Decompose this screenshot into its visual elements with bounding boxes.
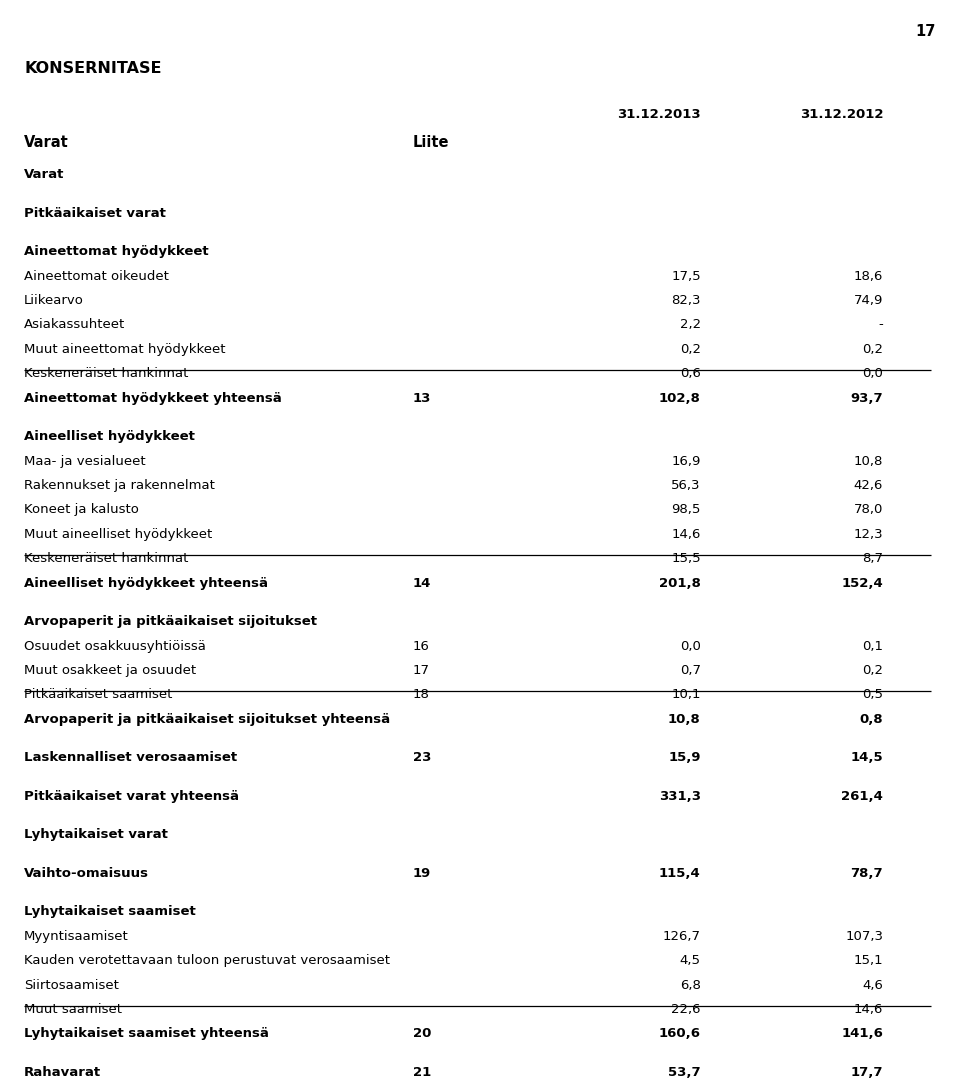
Text: 8,7: 8,7 bbox=[862, 552, 883, 565]
Text: 115,4: 115,4 bbox=[660, 867, 701, 880]
Text: Vaihto-omaisuus: Vaihto-omaisuus bbox=[24, 867, 149, 880]
Text: 10,8: 10,8 bbox=[853, 455, 883, 468]
Text: 18: 18 bbox=[413, 688, 430, 701]
Text: Keskeneräiset hankinnat: Keskeneräiset hankinnat bbox=[24, 367, 188, 380]
Text: 98,5: 98,5 bbox=[671, 503, 701, 516]
Text: 18,6: 18,6 bbox=[853, 269, 883, 282]
Text: 14,6: 14,6 bbox=[671, 527, 701, 540]
Text: 152,4: 152,4 bbox=[842, 576, 883, 589]
Text: Kauden verotettavaan tuloon perustuvat verosaamiset: Kauden verotettavaan tuloon perustuvat v… bbox=[24, 954, 390, 967]
Text: 160,6: 160,6 bbox=[659, 1027, 701, 1041]
Text: Liikearvo: Liikearvo bbox=[24, 294, 84, 307]
Text: Myyntisaamiset: Myyntisaamiset bbox=[24, 930, 129, 943]
Text: 17: 17 bbox=[413, 664, 430, 677]
Text: Muut saamiset: Muut saamiset bbox=[24, 1003, 122, 1016]
Text: 6,8: 6,8 bbox=[680, 979, 701, 992]
Text: 2,2: 2,2 bbox=[680, 318, 701, 331]
Text: Laskennalliset verosaamiset: Laskennalliset verosaamiset bbox=[24, 751, 237, 764]
Text: Maa- ja vesialueet: Maa- ja vesialueet bbox=[24, 455, 146, 468]
Text: Keskeneräiset hankinnat: Keskeneräiset hankinnat bbox=[24, 552, 188, 565]
Text: 126,7: 126,7 bbox=[662, 930, 701, 943]
Text: 17: 17 bbox=[916, 24, 936, 39]
Text: 13: 13 bbox=[413, 392, 431, 405]
Text: Asiakassuhteet: Asiakassuhteet bbox=[24, 318, 125, 331]
Text: 14: 14 bbox=[413, 576, 431, 589]
Text: 19: 19 bbox=[413, 867, 431, 880]
Text: 17,7: 17,7 bbox=[851, 1065, 883, 1078]
Text: 15,9: 15,9 bbox=[668, 751, 701, 764]
Text: 107,3: 107,3 bbox=[845, 930, 883, 943]
Text: 16,9: 16,9 bbox=[671, 455, 701, 468]
Text: 0,2: 0,2 bbox=[862, 664, 883, 677]
Text: Arvopaperit ja pitkäaikaiset sijoitukset: Arvopaperit ja pitkäaikaiset sijoitukset bbox=[24, 615, 317, 628]
Text: 15,5: 15,5 bbox=[671, 552, 701, 565]
Text: Koneet ja kalusto: Koneet ja kalusto bbox=[24, 503, 139, 516]
Text: 14,6: 14,6 bbox=[853, 1003, 883, 1016]
Text: Aineettomat hyödykkeet yhteensä: Aineettomat hyödykkeet yhteensä bbox=[24, 392, 281, 405]
Text: 0,5: 0,5 bbox=[862, 688, 883, 701]
Text: 21: 21 bbox=[413, 1065, 431, 1078]
Text: 42,6: 42,6 bbox=[853, 478, 883, 492]
Text: Varat: Varat bbox=[24, 168, 64, 181]
Text: Liite: Liite bbox=[413, 135, 449, 150]
Text: Varat: Varat bbox=[24, 135, 69, 150]
Text: 0,8: 0,8 bbox=[859, 713, 883, 726]
Text: Lyhytaikaiset varat: Lyhytaikaiset varat bbox=[24, 828, 168, 841]
Text: Aineelliset hyödykkeet: Aineelliset hyödykkeet bbox=[24, 430, 195, 443]
Text: 74,9: 74,9 bbox=[853, 294, 883, 307]
Text: 23: 23 bbox=[413, 751, 431, 764]
Text: Muut aineettomat hyödykkeet: Muut aineettomat hyödykkeet bbox=[24, 343, 226, 356]
Text: 0,0: 0,0 bbox=[680, 639, 701, 652]
Text: Osuudet osakkuusyhtiöissä: Osuudet osakkuusyhtiöissä bbox=[24, 639, 205, 652]
Text: 78,0: 78,0 bbox=[853, 503, 883, 516]
Text: Pitkäaikaiset varat: Pitkäaikaiset varat bbox=[24, 206, 166, 219]
Text: Rakennukset ja rakennelmat: Rakennukset ja rakennelmat bbox=[24, 478, 215, 492]
Text: 4,5: 4,5 bbox=[680, 954, 701, 967]
Text: 17,5: 17,5 bbox=[671, 269, 701, 282]
Text: 15,1: 15,1 bbox=[853, 954, 883, 967]
Text: 82,3: 82,3 bbox=[671, 294, 701, 307]
Text: Aineettomat oikeudet: Aineettomat oikeudet bbox=[24, 269, 169, 282]
Text: Muut aineelliset hyödykkeet: Muut aineelliset hyödykkeet bbox=[24, 527, 212, 540]
Text: 201,8: 201,8 bbox=[659, 576, 701, 589]
Text: 0,0: 0,0 bbox=[862, 367, 883, 380]
Text: 78,7: 78,7 bbox=[851, 867, 883, 880]
Text: 0,6: 0,6 bbox=[680, 367, 701, 380]
Text: 31.12.2012: 31.12.2012 bbox=[800, 108, 883, 122]
Text: 10,1: 10,1 bbox=[671, 688, 701, 701]
Text: 10,8: 10,8 bbox=[668, 713, 701, 726]
Text: 0,7: 0,7 bbox=[680, 664, 701, 677]
Text: 12,3: 12,3 bbox=[853, 527, 883, 540]
Text: 16: 16 bbox=[413, 639, 430, 652]
Text: 0,1: 0,1 bbox=[862, 639, 883, 652]
Text: Aineelliset hyödykkeet yhteensä: Aineelliset hyödykkeet yhteensä bbox=[24, 576, 268, 589]
Text: Rahavarat: Rahavarat bbox=[24, 1065, 101, 1078]
Text: 20: 20 bbox=[413, 1027, 431, 1041]
Text: Muut osakkeet ja osuudet: Muut osakkeet ja osuudet bbox=[24, 664, 196, 677]
Text: 331,3: 331,3 bbox=[659, 790, 701, 803]
Text: Pitkäaikaiset varat yhteensä: Pitkäaikaiset varat yhteensä bbox=[24, 790, 239, 803]
Text: Lyhytaikaiset saamiset yhteensä: Lyhytaikaiset saamiset yhteensä bbox=[24, 1027, 269, 1041]
Text: 261,4: 261,4 bbox=[841, 790, 883, 803]
Text: 0,2: 0,2 bbox=[862, 343, 883, 356]
Text: 93,7: 93,7 bbox=[851, 392, 883, 405]
Text: 31.12.2013: 31.12.2013 bbox=[617, 108, 701, 122]
Text: Siirtosaamiset: Siirtosaamiset bbox=[24, 979, 119, 992]
Text: -: - bbox=[878, 318, 883, 331]
Text: 22,6: 22,6 bbox=[671, 1003, 701, 1016]
Text: 102,8: 102,8 bbox=[659, 392, 701, 405]
Text: 4,6: 4,6 bbox=[862, 979, 883, 992]
Text: 14,5: 14,5 bbox=[851, 751, 883, 764]
Text: Arvopaperit ja pitkäaikaiset sijoitukset yhteensä: Arvopaperit ja pitkäaikaiset sijoitukset… bbox=[24, 713, 390, 726]
Text: 53,7: 53,7 bbox=[668, 1065, 701, 1078]
Text: 56,3: 56,3 bbox=[671, 478, 701, 492]
Text: KONSERNITASE: KONSERNITASE bbox=[24, 61, 161, 76]
Text: Lyhytaikaiset saamiset: Lyhytaikaiset saamiset bbox=[24, 905, 196, 918]
Text: 141,6: 141,6 bbox=[841, 1027, 883, 1041]
Text: Aineettomat hyödykkeet: Aineettomat hyödykkeet bbox=[24, 245, 208, 258]
Text: Pitkäaikaiset saamiset: Pitkäaikaiset saamiset bbox=[24, 688, 173, 701]
Text: 0,2: 0,2 bbox=[680, 343, 701, 356]
